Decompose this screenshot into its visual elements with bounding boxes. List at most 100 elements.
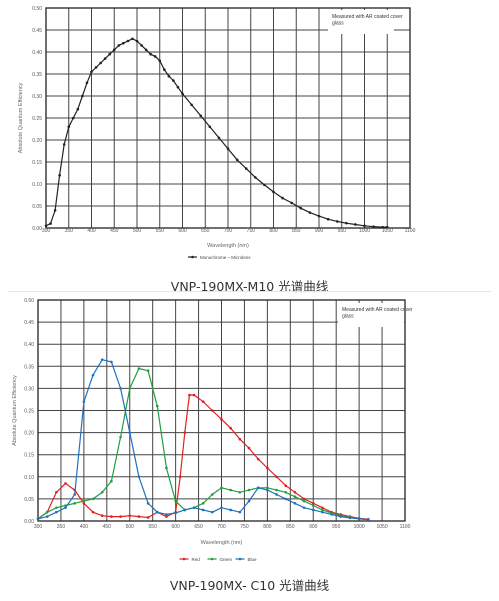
data-point [119,515,122,518]
data-point [281,196,284,200]
data-point [339,515,343,518]
x-tick-label: 850 [286,524,295,530]
data-point [372,225,375,228]
y-tick-label: 0.50 [24,298,34,304]
x-tick-label: 1050 [382,228,393,234]
annotation-box [338,303,404,327]
data-point [174,499,177,503]
x-tick-label: 750 [247,228,256,234]
data-point [201,508,205,512]
x-tick-label: 950 [338,228,347,234]
data-point [45,515,49,518]
data-point [72,116,75,120]
annotation-note: Measured with AR coated cover glass [342,307,413,320]
x-tick-label: 1100 [405,228,416,234]
data-point [94,66,98,69]
y-tick-label: 0.15 [32,160,42,166]
x-tick-label: 300 [42,228,51,234]
x-tick-label: 850 [292,228,301,234]
data-point [64,506,67,510]
chart-panel-color: 0.00 0.05 0.10 0.15 0.20 0.25 0.30 0.35 0.40 0.45… [0,295,499,601]
x-tick-label: 550 [149,524,158,530]
data-point [137,367,141,370]
data-point [363,224,366,228]
annotation-note: Measured with AR coated cover glass [332,14,403,27]
data-point [100,514,104,517]
data-point [229,426,232,430]
y-tick-label: 0.45 [32,28,42,34]
y-tick-label: 0.10 [24,475,34,481]
data-point [91,373,95,377]
x-tick-label: 700 [217,524,226,530]
annotation-box [328,10,394,34]
x-tick-label: 350 [57,524,66,530]
data-point [53,209,57,212]
data-point [146,516,150,519]
series-points [36,393,370,521]
data-point [238,490,242,494]
annotation-note-line: glass [342,314,354,320]
divider [8,291,491,292]
x-tick-label: 400 [87,228,96,234]
data-point [122,41,125,45]
data-point [293,502,297,505]
series-line-blue [37,359,369,521]
data-point [284,484,288,487]
data-point [67,125,71,129]
data-point [146,369,150,373]
data-point [82,499,86,503]
x-tick-label: 1000 [354,524,365,530]
data-point [131,37,134,41]
x-tick-label: 1100 [400,524,411,530]
data-point [137,475,141,479]
data-point [311,504,315,507]
data-point [266,466,269,470]
data-point [44,224,48,228]
data-point [326,217,330,221]
data-point [155,404,159,408]
series-line-monochrome-microlens [45,38,388,228]
x-tick-label: 300 [34,524,43,530]
x-tick-label: 950 [332,524,341,530]
data-point [176,85,180,89]
data-point [229,488,232,492]
data-point [181,92,184,96]
data-point [357,517,361,521]
data-point [211,493,214,496]
data-point [91,510,95,514]
data-point [149,52,152,56]
x-tick-label: 450 [110,228,119,234]
annotation-note-line: Measured with AR coated cover [342,307,413,313]
data-point [128,431,132,434]
legend-label: Monochrome – Microlens [200,255,251,260]
data-point [103,57,107,60]
data-point [211,409,214,412]
y-tick-label: 0.40 [24,342,34,348]
data-point [146,502,150,505]
y-tick-label: 0.05 [24,497,34,503]
data-point [100,490,104,494]
caption-monochrome: VNP-190MX-M10 光谱曲线 [170,279,329,294]
data-point [91,497,95,501]
data-point [345,221,348,225]
y-tick-label: 0.10 [32,182,42,188]
data-point [82,502,86,505]
data-point [55,506,58,510]
data-point [55,510,58,514]
y-tick-label: 0.25 [24,409,34,415]
data-point [174,511,177,515]
data-point [284,497,288,501]
data-point [220,506,223,510]
x-tick-label: 700 [224,228,233,234]
data-point [217,136,221,140]
data-point [76,107,80,111]
series-points [36,367,370,521]
data-point [302,499,306,503]
data-point [183,431,187,434]
data-point [155,510,159,514]
data-point [165,466,168,470]
y-tick-label: 0.00 [32,226,42,232]
x-tick-label: 500 [133,228,142,234]
data-point [211,510,214,514]
data-point [290,201,294,205]
